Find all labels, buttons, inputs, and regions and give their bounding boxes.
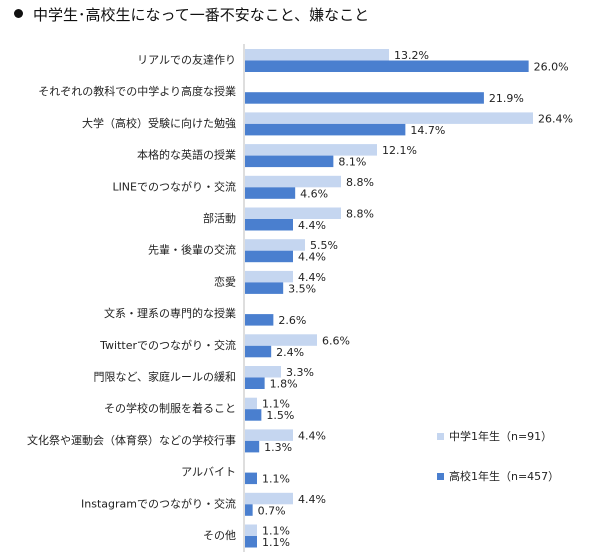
value-labels: 13.2% 26.0% 21.9% 26.4% 14.7% 12.1% 8.1% 8.8% 4.… xyxy=(258,49,573,549)
value-label-high-school: 2.6% xyxy=(278,314,306,327)
category-label: リアルでの友達作り xyxy=(137,53,236,67)
value-label-middle-school: 13.2% xyxy=(394,49,429,62)
category-label: 先輩・後輩の交流 xyxy=(148,243,236,257)
category-label: LINEでのつながり・交流 xyxy=(112,179,236,193)
value-label-middle-school: 4.4% xyxy=(298,271,326,284)
legend-swatch-middle-school xyxy=(437,433,444,440)
bar-middle-school xyxy=(245,144,377,156)
bar-high-school xyxy=(245,187,296,199)
bar-middle-school xyxy=(245,270,293,283)
bar-middle-school xyxy=(245,366,281,378)
bar-high-school xyxy=(245,123,406,136)
value-label-middle-school: 4.4% xyxy=(298,429,326,442)
bar-middle-school xyxy=(245,207,341,219)
value-label-middle-school: 5.5% xyxy=(310,239,338,252)
chart-title: 中学生･高校生になって一番不安なこと、嫌なこと xyxy=(14,4,369,25)
category-label: Instagramでのつながり・交流 xyxy=(81,496,236,510)
bar-high-school xyxy=(245,536,257,548)
category-label: その他 xyxy=(203,529,236,542)
bar-high-school xyxy=(245,155,334,168)
bar-middle-school xyxy=(245,397,257,410)
bar-middle-school xyxy=(245,524,257,536)
bar-high-school xyxy=(245,504,253,516)
bar-high-school xyxy=(245,250,293,263)
value-label-high-school: 1.3% xyxy=(264,441,292,454)
category-label: その学校の制服を着ること xyxy=(104,401,236,415)
value-label-high-school: 8.1% xyxy=(338,156,366,169)
value-label-high-school: 1.8% xyxy=(270,378,298,391)
bar-middle-school xyxy=(245,492,293,505)
legend-swatch-high-school xyxy=(437,473,444,480)
value-label-high-school: 21.9% xyxy=(489,92,524,105)
value-label-middle-school: 12.1% xyxy=(382,144,417,157)
category-label: Twitterでのつながり・交流 xyxy=(99,338,236,352)
category-label: 門限など、家庭ルールの緩和 xyxy=(94,370,236,384)
value-label-middle-school: 4.4% xyxy=(298,493,326,506)
value-label-high-school: 1.1% xyxy=(262,473,290,486)
value-label-middle-school: 3.3% xyxy=(286,366,314,379)
value-label-high-school: 4.4% xyxy=(298,251,326,264)
value-label-high-school: 14.7% xyxy=(410,124,445,137)
value-label-middle-school: 8.8% xyxy=(346,176,374,189)
category-label: 大学（高校）受験に向けた勉強 xyxy=(82,116,236,130)
bar-high-school xyxy=(245,92,484,104)
bar-high-school xyxy=(245,472,257,485)
bar-high-school xyxy=(245,409,262,421)
bar-middle-school xyxy=(245,112,533,124)
value-label-high-school: 4.6% xyxy=(300,187,328,200)
legend: 中学1年生（n=91） 高校1年生（n=457） xyxy=(437,429,559,483)
category-label: 本格的な英語の授業 xyxy=(137,148,236,162)
value-label-middle-school: 1.1% xyxy=(262,525,290,538)
category-label: それぞれの教科での中学より高度な授業 xyxy=(38,84,236,98)
value-label-middle-school: 1.1% xyxy=(262,398,290,411)
category-label: 恋愛 xyxy=(214,274,236,288)
bar-middle-school xyxy=(245,175,341,188)
bar-middle-school xyxy=(245,429,293,441)
value-label-high-school: 1.5% xyxy=(266,409,294,422)
bar-high-school xyxy=(245,440,260,453)
value-label-high-school: 4.4% xyxy=(298,219,326,232)
legend-label-high-school: 高校1年生（n=457） xyxy=(449,469,559,483)
bar-middle-school xyxy=(245,49,389,61)
bar-high-school xyxy=(245,314,274,326)
bullet-icon xyxy=(14,9,23,18)
bar-high-school xyxy=(245,282,284,294)
value-label-middle-school: 26.4% xyxy=(538,112,573,125)
legend-label-middle-school: 中学1年生（n=91） xyxy=(449,429,552,443)
bar-middle-school xyxy=(245,239,305,251)
value-label-high-school: 26.0% xyxy=(534,61,569,74)
bars xyxy=(245,49,533,548)
chart-title-text: 中学生･高校生になって一番不安なこと、嫌なこと xyxy=(33,6,370,24)
category-label: 文化祭や運動会（体育祭）などの学校行事 xyxy=(27,433,236,447)
category-label: 部活動 xyxy=(203,211,236,225)
value-label-high-school: 1.1% xyxy=(262,536,290,549)
bar-high-school xyxy=(245,377,265,389)
bar-high-school xyxy=(245,60,529,72)
category-labels: リアルでの友達作りそれぞれの教科での中学より高度な授業大学（高校）受験に向けた勉… xyxy=(27,53,236,543)
value-label-middle-school: 6.6% xyxy=(322,334,350,347)
value-label-middle-school: 8.8% xyxy=(346,208,374,221)
category-label: 文系・理系の専門的な授業 xyxy=(104,306,236,320)
bar-high-school xyxy=(245,219,293,231)
value-label-high-school: 2.4% xyxy=(276,346,304,359)
category-label: アルバイト xyxy=(181,466,236,479)
value-label-high-school: 0.7% xyxy=(258,504,286,517)
value-label-high-school: 3.5% xyxy=(288,282,316,295)
bar-high-school xyxy=(245,345,272,358)
bar-middle-school xyxy=(245,334,317,346)
